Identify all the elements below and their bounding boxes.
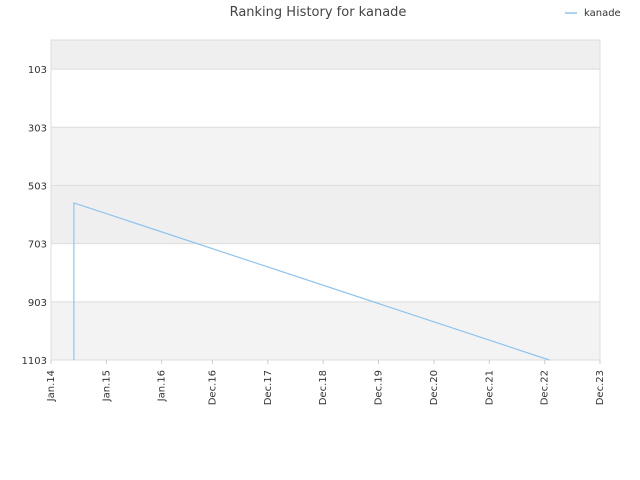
y-tick-label: 703 (28, 240, 47, 251)
y-tick-label: 1103 (22, 356, 47, 367)
plot-band (51, 243, 600, 302)
x-tick-label: Dec.17 (263, 370, 274, 405)
legend-label-kanade: kanade (584, 8, 621, 19)
x-tick-label: Jan.14 (46, 370, 57, 402)
y-tick-label: 103 (28, 65, 47, 76)
y-tick-label: 903 (28, 298, 47, 309)
plot-band (51, 301, 600, 360)
y-tick-label: 303 (28, 123, 47, 134)
x-tick-label: Dec.19 (373, 370, 384, 405)
x-tick-label: Dec.18 (318, 370, 329, 405)
plot-bands (51, 40, 600, 360)
x-tick-label: Dec.20 (429, 370, 440, 405)
plot-band (51, 40, 600, 70)
x-tick-label: Jan.15 (101, 370, 112, 402)
x-tick-label: Dec.22 (540, 370, 551, 405)
series-line-kanade[interactable] (73, 202, 550, 361)
plot-frame (50, 39, 601, 361)
x-axis-ticks: Jan.14 Jan.15 Jan.16 Dec.16 Dec.17 Dec.18 Dec.… (46, 360, 606, 405)
chart-title: Ranking History for kanade (230, 5, 407, 20)
plot-band (51, 69, 600, 128)
legend[interactable]: kanade (565, 8, 621, 19)
plot-band (51, 185, 600, 244)
series-layer (73, 202, 550, 361)
x-tick-label: Jan.16 (157, 370, 168, 402)
y-axis-ticks: 103 303 503 703 903 1103 (22, 65, 47, 367)
plot-band (51, 127, 600, 186)
y-tick-label: 503 (28, 181, 47, 192)
x-tick-label: Dec.16 (207, 370, 218, 405)
x-tick-label: Dec.23 (595, 370, 606, 405)
x-tick-label: Dec.21 (484, 370, 495, 405)
